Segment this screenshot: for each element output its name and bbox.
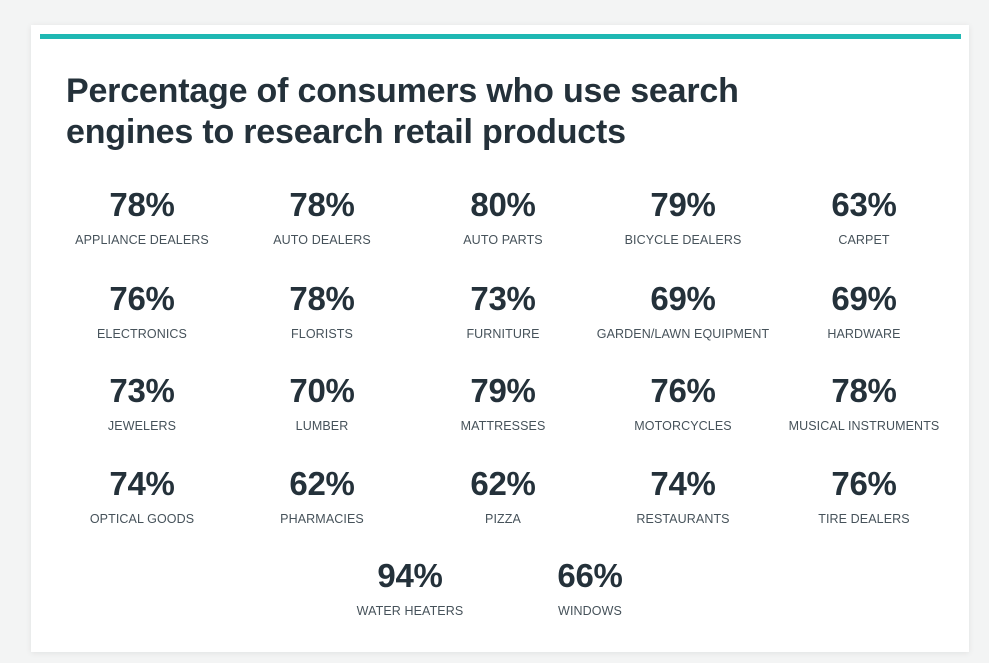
stat-item-carpet: 63% CARPET [769, 186, 959, 248]
stat-item-pharmacies: 62% PHARMACIES [227, 465, 417, 527]
stat-value: 70% [289, 372, 355, 409]
stat-label: GARDEN/LAWN EQUIPMENT [596, 327, 770, 341]
stat-item-bicycle-dealers: 79% BICYCLE DEALERS [588, 186, 778, 248]
stat-value: 76% [650, 372, 716, 409]
stat-item-windows: 66% WINDOWS [495, 557, 685, 619]
stat-item-appliance-dealers: 78% APPLIANCE DEALERS [47, 186, 237, 248]
stat-label: WINDOWS [558, 604, 622, 618]
stat-value: 74% [109, 465, 175, 502]
stat-value: 78% [831, 372, 897, 409]
stat-label: HARDWARE [827, 327, 901, 341]
stat-item-auto-dealers: 78% AUTO DEALERS [227, 186, 417, 248]
stat-value: 79% [470, 372, 536, 409]
stat-label: OPTICAL GOODS [89, 512, 195, 526]
stat-value: 79% [650, 186, 716, 223]
stat-item-optical-goods: 74% OPTICAL GOODS [47, 465, 237, 527]
stat-item-furniture: 73% FURNITURE [408, 280, 598, 342]
stat-value: 73% [109, 372, 175, 409]
stat-item-auto-parts: 80% AUTO PARTS [408, 186, 598, 248]
stat-value: 78% [289, 186, 355, 223]
stat-label: LUMBER [295, 419, 349, 433]
stat-value: 94% [377, 557, 443, 594]
stat-item-lumber: 70% LUMBER [227, 372, 417, 434]
stat-label: CARPET [838, 233, 890, 247]
stat-label: WATER HEATERS [356, 604, 464, 618]
stat-value: 69% [831, 280, 897, 317]
infographic-card: Percentage of consumers who use search e… [31, 25, 969, 652]
stat-item-pizza: 62% PIZZA [408, 465, 598, 527]
stat-label: PIZZA [485, 512, 521, 526]
stat-grid: 78% APPLIANCE DEALERS 78% AUTO DEALERS 80% AU… [31, 25, 969, 652]
stat-label: TIRE DEALERS [818, 512, 910, 526]
stat-label: FURNITURE [466, 327, 540, 341]
stat-value: 69% [650, 280, 716, 317]
stat-item-jewelers: 73% JEWELERS [47, 372, 237, 434]
stat-label: JEWELERS [107, 419, 177, 433]
stat-item-motorcycles: 76% MOTORCYCLES [588, 372, 778, 434]
stat-label: AUTO DEALERS [273, 233, 371, 247]
stat-value: 66% [557, 557, 623, 594]
stat-label: RESTAURANTS [636, 512, 730, 526]
stat-item-mattresses: 79% MATTRESSES [408, 372, 598, 434]
stat-label: AUTO PARTS [463, 233, 543, 247]
accent-bar [40, 34, 961, 39]
stat-item-musical-instruments: 78% MUSICAL INSTRUMENTS [769, 372, 959, 434]
stat-label: APPLIANCE DEALERS [75, 233, 209, 247]
stat-value: 78% [109, 186, 175, 223]
stat-label: BICYCLE DEALERS [624, 233, 742, 247]
stat-value: 62% [289, 465, 355, 502]
stat-value: 76% [831, 465, 897, 502]
stat-item-garden-lawn-equipment: 69% GARDEN/LAWN EQUIPMENT [588, 280, 778, 342]
stat-value: 62% [470, 465, 536, 502]
stat-label: PHARMACIES [280, 512, 364, 526]
stat-item-electronics: 76% ELECTRONICS [47, 280, 237, 342]
stat-label: ELECTRONICS [96, 327, 187, 341]
stat-value: 78% [289, 280, 355, 317]
chart-title: Percentage of consumers who use search e… [66, 72, 739, 151]
stat-value: 73% [470, 280, 536, 317]
stat-value: 74% [650, 465, 716, 502]
stat-label: FLORISTS [291, 327, 353, 341]
stat-value: 80% [470, 186, 536, 223]
stat-label: MUSICAL INSTRUMENTS [788, 419, 940, 433]
stat-item-restaurants: 74% RESTAURANTS [588, 465, 778, 527]
stat-value: 63% [831, 186, 897, 223]
stat-item-florists: 78% FLORISTS [227, 280, 417, 342]
stat-label: MOTORCYCLES [634, 419, 732, 433]
stat-item-hardware: 69% HARDWARE [769, 280, 959, 342]
stat-label: MATTRESSES [460, 419, 546, 433]
stat-value: 76% [109, 280, 175, 317]
stat-item-tire-dealers: 76% TIRE DEALERS [769, 465, 959, 527]
stat-item-water-heaters: 94% WATER HEATERS [315, 557, 505, 619]
